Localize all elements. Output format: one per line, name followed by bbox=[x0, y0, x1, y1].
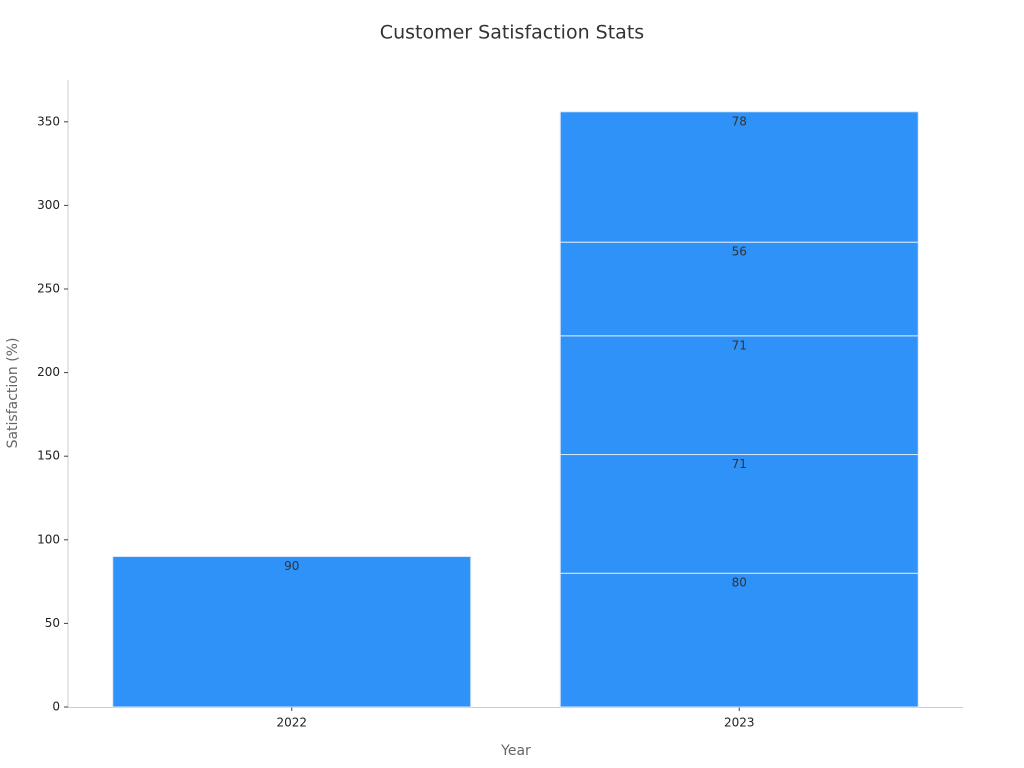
y-tick-label: 100 bbox=[37, 532, 60, 546]
data-label: 78 bbox=[732, 114, 747, 128]
bar-segment bbox=[559, 241, 919, 337]
y-tick-label: 350 bbox=[37, 114, 60, 128]
y-tick-label: 250 bbox=[37, 282, 60, 296]
data-label: 56 bbox=[732, 245, 747, 259]
bar-segment bbox=[559, 572, 919, 708]
data-label: 80 bbox=[732, 576, 747, 590]
bar-segment bbox=[559, 335, 919, 456]
x-tick-label: 2022 bbox=[276, 716, 307, 730]
x-axis-label: Year bbox=[500, 743, 531, 759]
bar-segment bbox=[559, 454, 919, 574]
data-label: 71 bbox=[732, 338, 747, 352]
bar-segment bbox=[112, 556, 472, 708]
y-tick-label: 200 bbox=[37, 365, 60, 379]
data-label: 71 bbox=[732, 457, 747, 471]
bar-segment bbox=[559, 111, 919, 243]
y-tick-label: 300 bbox=[37, 198, 60, 212]
x-tick-label: 2023 bbox=[724, 716, 755, 730]
y-tick-label: 0 bbox=[52, 700, 60, 714]
y-tick-label: 50 bbox=[45, 616, 60, 630]
y-tick-label: 150 bbox=[37, 449, 60, 463]
y-axis-label: Satisfaction (%) bbox=[5, 338, 21, 449]
chart-title: Customer Satisfaction Stats bbox=[380, 22, 644, 44]
data-label: 90 bbox=[284, 559, 299, 573]
